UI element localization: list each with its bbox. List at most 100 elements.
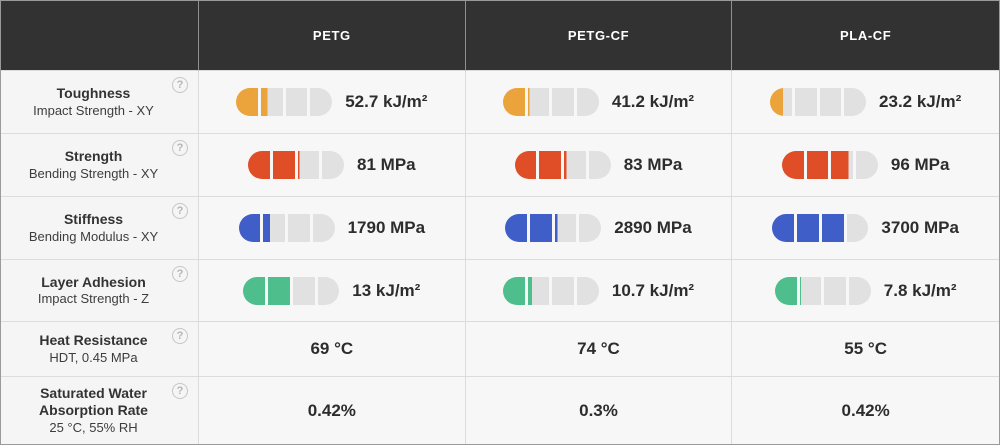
gauge-segment [824, 276, 847, 305]
gauge-segment [514, 151, 537, 179]
column-header-pla-cf: PLA-CF [732, 1, 999, 71]
help-question-icon[interactable]: ? [172, 77, 188, 93]
cell-value: 7.8 kJ/m² [883, 280, 957, 300]
row-subtitle: Impact Strength - Z [37, 291, 150, 307]
gauge-segment [577, 88, 599, 116]
gauge-segment [297, 151, 320, 179]
gauge-segment [502, 88, 525, 116]
cell-value: 3700 MPa [881, 218, 959, 237]
gauge-segment [856, 151, 878, 179]
cell-value: 96 MPa [890, 155, 950, 174]
layer-adhesion-gauge [774, 276, 871, 305]
gauge-segment [564, 151, 586, 179]
gauge-segment [502, 276, 525, 305]
toughness-gauge [236, 88, 333, 116]
help-question-icon[interactable]: ? [172, 203, 188, 219]
strength-gauge [248, 151, 345, 179]
gauge-segment [292, 276, 315, 305]
row-label-stiffness: Stiffness Bending Modulus - XY? [1, 197, 199, 260]
gauge-segment [772, 214, 795, 242]
cell-value: 0.42% [307, 400, 356, 420]
gauge-segment [529, 214, 552, 242]
help-question-icon[interactable]: ? [172, 266, 188, 282]
cell-layer-adhesion-petg-cf: 10.7 kJ/m² [465, 260, 733, 322]
cell-value: 13 kJ/m² [352, 280, 421, 300]
row-title: Saturated Water Absorption Rate [39, 384, 148, 419]
gauge-segment [821, 214, 844, 242]
gauge-segment [317, 276, 340, 305]
row-title: Toughness [56, 85, 131, 102]
cell-value: 41.2 kJ/m² [611, 92, 695, 111]
cell-stiffness-petg-cf: 2890 MPa [465, 197, 733, 260]
gauge-segment [588, 151, 611, 179]
gauge-segment [243, 276, 266, 305]
gauge-segment [260, 88, 283, 116]
gauge-segment [794, 88, 817, 116]
stiffness-gauge [505, 214, 602, 242]
toughness-gauge [502, 88, 599, 116]
row-subtitle: HDT, 0.45 MPa [49, 349, 138, 365]
help-question-icon[interactable]: ? [172, 383, 188, 399]
row-label-strength: Strength Bending Strength - XY? [1, 134, 199, 197]
row-subtitle: Bending Strength - XY [28, 165, 159, 181]
cell-value: 52.7 kJ/m² [345, 92, 428, 111]
gauge-segment [819, 88, 842, 116]
cell-stiffness-pla-cf: 3700 MPa [732, 197, 999, 260]
row-title: Layer Adhesion [41, 273, 146, 290]
cell-layer-adhesion-petg: 13 kJ/m² [199, 260, 466, 322]
gauge-segment [579, 214, 602, 242]
layer-adhesion-gauge [502, 276, 599, 305]
gauge-segment [268, 276, 290, 305]
gauge-segment [797, 214, 819, 242]
row-subtitle: Impact Strength - XY [33, 102, 154, 118]
cell-strength-petg: 81 MPa [199, 134, 466, 197]
column-header-label: PETG-CF [567, 28, 630, 43]
cell-strength-petg-cf: 83 MPa [465, 134, 733, 197]
row-label-toughness: Toughness Impact Strength - XY? [1, 71, 199, 134]
gauge-segment [505, 214, 527, 242]
gauge-segment [248, 151, 270, 179]
toughness-gauge [770, 88, 867, 116]
cell-value: 55 °C [844, 339, 888, 358]
gauge-segment [831, 151, 854, 179]
row-title: Strength [64, 148, 123, 165]
row-title: Stiffness [63, 211, 124, 228]
row-label-heat-resistance: Heat Resistance HDT, 0.45 MPa? [1, 322, 199, 377]
gauge-segment [263, 214, 286, 242]
cell-heat-resistance-petg-cf: 74 °C [465, 322, 733, 377]
cell-heat-resistance-pla-cf: 55 °C [732, 322, 999, 377]
cell-value: 0.42% [841, 400, 890, 420]
gauge-segment [774, 276, 797, 305]
corner-header-cell [1, 1, 199, 71]
help-question-icon[interactable]: ? [172, 328, 188, 344]
cell-strength-pla-cf: 96 MPa [732, 134, 999, 197]
gauge-segment [806, 151, 829, 179]
row-label-water-absorption: Saturated Water Absorption Rate 25 °C, 55… [1, 377, 199, 444]
column-header-petg: PETG [199, 1, 466, 71]
stiffness-gauge [772, 214, 869, 242]
gauge-segment [322, 151, 345, 179]
gauge-segment [272, 151, 295, 179]
layer-adhesion-gauge [243, 276, 340, 305]
gauge-segment [799, 276, 822, 305]
cell-value: 74 °C [577, 339, 620, 358]
gauge-segment [310, 88, 333, 116]
gauge-segment [527, 276, 550, 305]
cell-water-absorption-petg: 0.42% [199, 377, 466, 444]
gauge-segment [288, 214, 310, 242]
strength-gauge [514, 151, 611, 179]
cell-value: 81 MPa [357, 155, 416, 174]
column-header-label: PLA-CF [840, 28, 892, 43]
gauge-segment [577, 276, 599, 305]
cell-layer-adhesion-pla-cf: 7.8 kJ/m² [732, 260, 999, 322]
cell-value: 69 °C [310, 339, 354, 358]
help-question-icon[interactable]: ? [172, 140, 188, 156]
cell-toughness-petg-cf: 41.2 kJ/m² [465, 71, 733, 134]
gauge-segment [554, 214, 577, 242]
cell-toughness-pla-cf: 23.2 kJ/m² [732, 71, 999, 134]
cell-value: 2890 MPa [614, 218, 692, 237]
gauge-segment [781, 151, 804, 179]
gauge-segment [552, 276, 575, 305]
cell-value: 83 MPa [623, 155, 683, 174]
